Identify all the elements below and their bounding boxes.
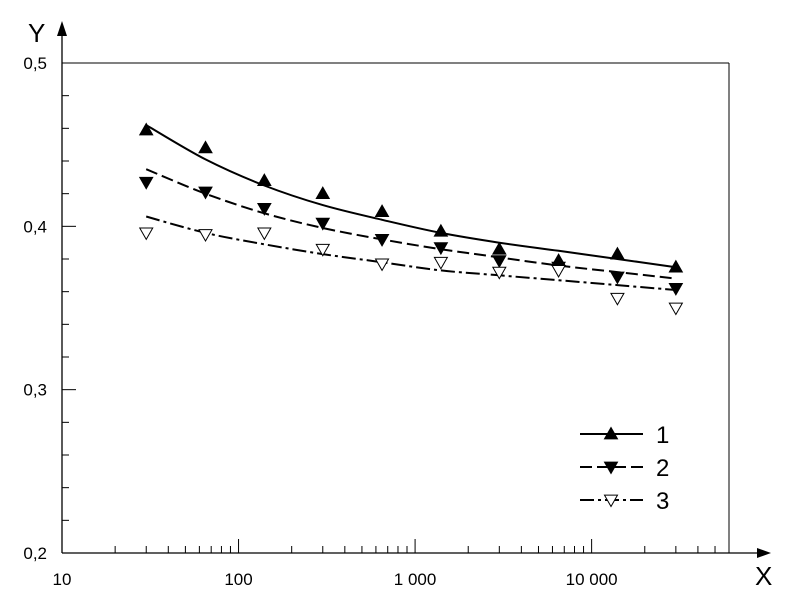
series-3-marker: [315, 243, 331, 257]
series-3-marker: [551, 265, 566, 278]
legend-marker-2: [603, 461, 619, 475]
series-2-marker: [138, 176, 154, 190]
series-3-marker: [433, 256, 449, 270]
y-tick-label: 0,3: [23, 381, 47, 400]
series-2-marker: [374, 234, 390, 247]
series-2-line: [145, 168, 677, 280]
y-tick-label: 0,5: [23, 54, 47, 73]
series-3-marker: [256, 227, 272, 241]
x-tick-label: 1 000: [394, 570, 437, 589]
legend-marker-3: [603, 494, 619, 508]
series-2-marker: [256, 202, 272, 216]
series-1-marker: [138, 122, 154, 136]
legend-label-2: 2: [656, 455, 669, 482]
legend: 1 2 3: [580, 422, 669, 515]
series-lines: [145, 124, 677, 291]
y-axis-arrow: [57, 21, 67, 36]
series-3-marker: [138, 227, 154, 241]
legend-marker-1: [603, 426, 619, 440]
series-1-marker: [315, 186, 331, 200]
series-markers: [138, 122, 684, 316]
series-3-marker: [610, 292, 625, 306]
series-1-line: [145, 124, 677, 269]
axis-ticks: 10 100 1 000 10 000 0,2 0,3 0,4 0,5: [23, 54, 730, 589]
series-2-marker: [610, 271, 625, 285]
series-1-marker: [198, 140, 213, 154]
series-3-line: [145, 215, 676, 291]
x-tick-label: 10: [53, 570, 72, 589]
series-1-marker: [256, 173, 272, 186]
series-3-marker: [491, 266, 507, 280]
legend-label-1: 1: [656, 422, 669, 449]
x-tick-label: 100: [224, 570, 252, 589]
series-1-marker: [433, 223, 449, 237]
y-tick-label: 0,4: [23, 217, 47, 236]
series-1-marker: [668, 259, 684, 273]
series-2-marker: [491, 255, 507, 269]
series-1-marker: [374, 204, 390, 218]
x-axis-title: X: [755, 561, 772, 591]
series-3-marker: [198, 229, 213, 243]
legend-label-3: 3: [656, 488, 669, 515]
series-2-marker: [668, 283, 684, 296]
y-tick-label: 0,2: [23, 544, 47, 563]
series-1-marker: [491, 241, 507, 255]
series-2-marker: [433, 242, 449, 256]
x-axis-arrow: [757, 548, 771, 558]
x-tick-label: 10 000: [566, 570, 618, 589]
series-2-marker: [198, 186, 213, 200]
series-3-marker: [668, 302, 684, 316]
y-axis-title: Y: [28, 18, 45, 48]
series-1-marker: [610, 246, 625, 260]
series-2-marker: [315, 217, 331, 231]
series-3-marker: [374, 258, 390, 272]
